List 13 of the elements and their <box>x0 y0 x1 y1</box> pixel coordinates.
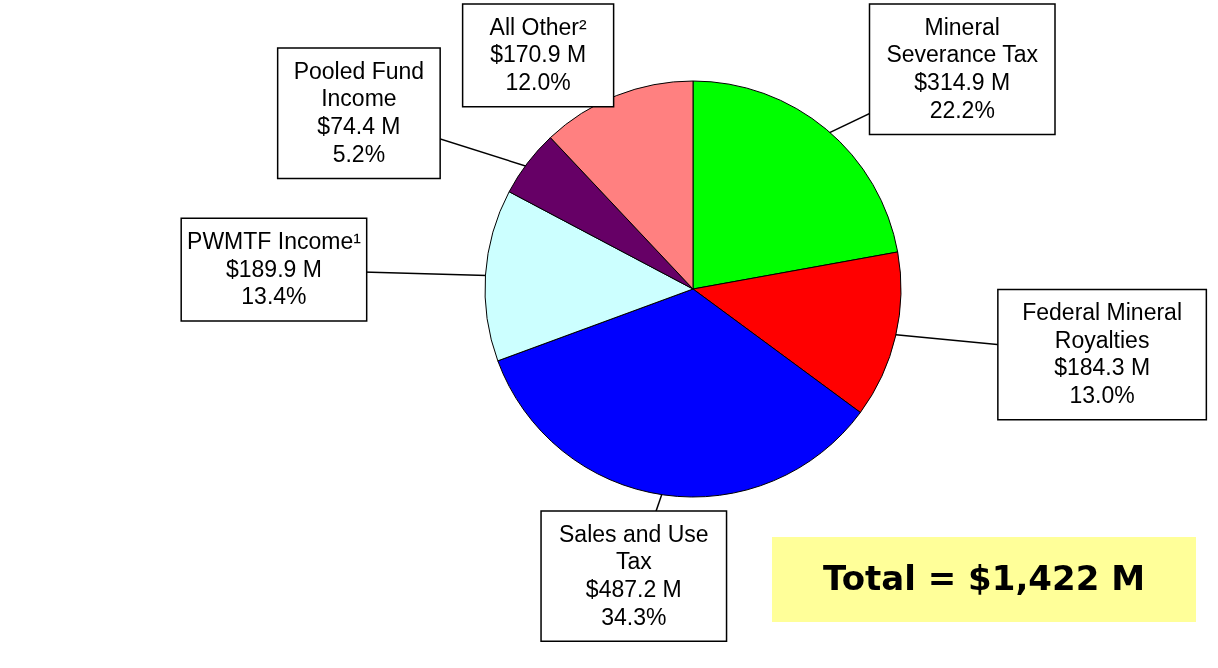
slice-label: All Other² <box>489 13 588 40</box>
slice-label: Sales and Use Tax <box>559 520 709 575</box>
slice-label: Pooled Fund Income <box>293 57 425 112</box>
slice-label: Federal Mineral Royalties <box>1022 299 1182 353</box>
data-label: $314.9 M 22.2% <box>914 69 1011 123</box>
data-label: $170.9 M 12.0% <box>490 41 587 95</box>
slice-label: PWMTF Income¹ <box>187 228 362 254</box>
data-label: $487.2 M 34.3% <box>585 575 682 630</box>
data-label: $184.3 M 13.0% <box>1054 354 1151 409</box>
slice-label: Mineral Severance Tax <box>886 13 1039 68</box>
data-label: $189.9 M 13.4% <box>225 255 322 310</box>
text: Total = $1,422 M <box>823 558 1145 598</box>
data-label: $74.4 M 5.2% <box>317 113 401 167</box>
